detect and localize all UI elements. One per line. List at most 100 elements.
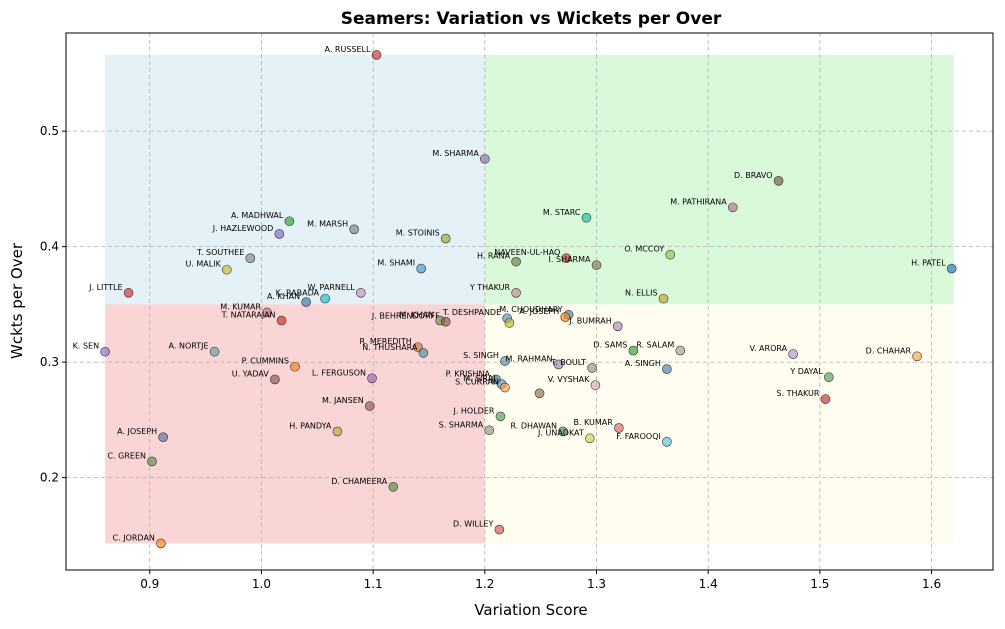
quadrant-region-4	[484, 304, 954, 544]
point-label: J. UNADKAT	[537, 428, 584, 437]
point-label: K. RABADA	[276, 289, 320, 298]
point-label: A. JOSEPH	[519, 307, 559, 316]
scatter-point	[662, 364, 672, 374]
point-label: H. RANA	[477, 252, 511, 261]
scatter-point	[209, 346, 220, 357]
point-label: J. LITTLE	[88, 283, 122, 292]
x-tick-label: 1.3	[587, 577, 606, 591]
x-tick-label: 0.9	[140, 577, 159, 591]
scatter-point	[123, 288, 134, 298]
point-label: M. STARC	[543, 208, 581, 217]
scatter-point	[727, 202, 738, 213]
scatter-point	[511, 256, 521, 267]
scatter-point	[585, 433, 595, 444]
scatter-point	[614, 423, 624, 433]
point-label: R. SALAM	[636, 341, 674, 350]
scatter-point	[500, 356, 510, 366]
scatter-point	[494, 524, 505, 535]
scatter-point	[662, 437, 672, 447]
point-label: T. BOULT	[550, 358, 586, 367]
scatter-point	[560, 312, 571, 322]
scatter-point	[388, 482, 399, 492]
point-label: T. DESHPANDE	[442, 308, 501, 317]
scatter-point	[500, 382, 510, 393]
x-tick-label: 1.6	[922, 577, 941, 591]
x-tick-label: 1.4	[699, 577, 718, 591]
scatter-point	[824, 372, 834, 382]
point-label: M. KUMAR	[220, 302, 261, 311]
scatter-point	[147, 456, 157, 467]
point-label: V. VYSHAK	[548, 375, 590, 384]
scatter-point	[581, 212, 592, 223]
point-label: A. JOSEPH	[117, 427, 157, 436]
scatter-point	[245, 253, 256, 263]
point-label: F. FAROOQI	[616, 432, 661, 441]
point-label: C. JORDAN	[113, 533, 155, 542]
point-label: L. FERGUSON	[312, 368, 366, 377]
scatter-point	[416, 263, 426, 274]
point-label: T. NATARAJAN	[221, 311, 276, 320]
scatter-point	[553, 359, 564, 370]
scatter-point	[788, 349, 798, 359]
point-label: NAVEEN-UL-HAQ	[494, 248, 560, 257]
scatter-point	[495, 411, 506, 422]
scatter-point	[262, 307, 272, 318]
point-label: M. MARSH	[307, 219, 348, 228]
scatter-point	[418, 348, 429, 358]
x-axis-label: Variation Score	[474, 601, 587, 619]
scatter-point	[440, 316, 451, 327]
scatter-point	[301, 297, 311, 307]
point-label: J. BEHRENDORFF	[371, 312, 440, 321]
point-label: S. THAKUR	[776, 389, 819, 398]
point-label: S. SHARMA	[439, 420, 484, 429]
point-label: M. CHOUDHARY	[499, 305, 562, 314]
point-label: D. SAMS	[593, 341, 627, 350]
scatter-point	[658, 293, 669, 304]
scatter-point	[591, 260, 602, 270]
point-label: U. MALIK	[185, 260, 221, 269]
scatter-point	[440, 233, 451, 244]
point-label: A. SINGH	[625, 359, 661, 368]
scatter-point	[558, 426, 568, 437]
point-label: Y THAKUR	[469, 283, 511, 292]
scatter-point	[371, 50, 382, 60]
point-label: I. SHARMA	[549, 255, 591, 264]
point-label: H. PANDYA	[289, 421, 332, 430]
data-points	[100, 50, 957, 549]
quadrant-region-2	[484, 54, 954, 305]
point-label: D. CHAMEERA	[331, 477, 388, 486]
point-label: A. RUSSELL	[325, 45, 372, 54]
point-label: T. SOUTHEE	[196, 248, 244, 257]
scatter-point	[270, 374, 280, 385]
point-label: M. SIRAJ	[463, 374, 496, 383]
point-label: R. DHAWAN	[511, 421, 558, 430]
point-label: N. ELLIS	[625, 289, 657, 298]
scatter-point	[946, 263, 957, 274]
point-label: D. BRAVO	[734, 171, 773, 180]
scatter-point	[364, 401, 375, 411]
scatter-point	[100, 346, 110, 357]
point-label: C. GREEN	[107, 451, 146, 460]
scatter-point	[511, 288, 521, 298]
point-label: Y DAYAL	[789, 367, 823, 376]
point-label: J. HAZLEWOOD	[212, 224, 274, 233]
scatter-point	[156, 538, 166, 549]
point-label: M. RAHMAN	[505, 354, 552, 363]
point-label: M. JANSEN	[322, 396, 364, 405]
plot-frame	[65, 32, 994, 571]
scatter-point	[590, 380, 601, 391]
point-label: M. SHAMI	[377, 259, 415, 268]
point-label: D. WILLEY	[453, 520, 493, 529]
x-tick-label: 1.1	[364, 577, 383, 591]
scatter-point	[480, 154, 490, 164]
y-tick-label: 0.3	[40, 355, 59, 369]
x-tick-label: 1.0	[252, 577, 271, 591]
scatter-point	[534, 388, 545, 399]
scatter-point	[912, 351, 922, 362]
y-tick-label: 0.4	[40, 240, 59, 254]
scatter-point	[284, 216, 295, 227]
scatter-point	[158, 432, 168, 442]
scatter-point	[274, 229, 285, 239]
